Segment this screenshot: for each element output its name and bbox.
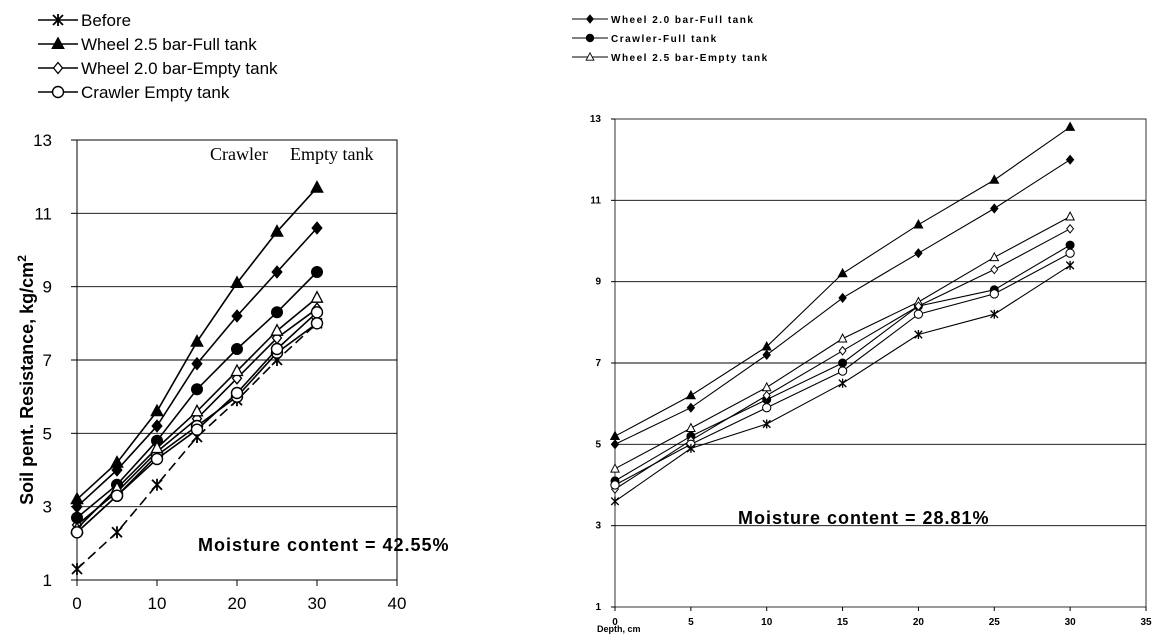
right-legend-label-crawler-full-tank: Crawler-Full tank (611, 34, 718, 45)
right-y-tick-1: 1 (595, 602, 601, 613)
left-legend-marker-wheel-2-0-bar-empty-tank (52, 61, 64, 75)
left-overlay-label-empty-tank: Empty tank (290, 144, 374, 164)
right-legend-item-wheel-2-0-bar-full-tank: Wheel 2.0 bar-Full tank (572, 14, 754, 26)
right-legend-marker-crawler-full-tank (585, 33, 595, 43)
right-series (610, 121, 1075, 507)
right-moisture-annotation: Moisture content = 28.81% (738, 508, 990, 528)
right-point-circle-open-5-15 (837, 366, 848, 376)
left-legend: Before Wheel 2.5 bar-Full tank Wheel 2.0 b… (38, 11, 278, 102)
left-point-circle-open-7-5 (110, 489, 124, 502)
right-x-tick-0: 0 (612, 617, 618, 628)
left-point-circle-5-25 (271, 306, 283, 319)
left-y-tick-7: 7 (43, 351, 52, 370)
left-x-tick-40: 40 (388, 594, 407, 613)
right-legend-marker-wheel-2-0-bar-full-tank (586, 14, 594, 24)
left-point-circle-open-7-10 (150, 452, 164, 466)
left-legend-marker-wheel-2-5-bar-full-tank (51, 37, 65, 49)
left-x-tick-10: 10 (148, 594, 167, 613)
left-legend-marker-crawler-empty-tank (51, 85, 65, 99)
right-x-axis-label: Depth, cm (597, 624, 641, 634)
left-x-tick-30: 30 (308, 594, 327, 613)
left-y-tick-5: 5 (43, 424, 52, 443)
right-point-circle-open-5-30 (1065, 248, 1075, 258)
left-legend-label-wheel-2-5-bar-full-tank: Wheel 2.5 bar-Full tank (81, 35, 257, 54)
right-legend-item-wheel-2-5-bar-empty-tank: Wheel 2.5 bar-Empty tank (572, 52, 769, 64)
right-x-tick-25: 25 (989, 617, 1001, 628)
right-legend-item-crawler-full-tank: Crawler-Full tank (572, 33, 718, 45)
left-y-axis-label: Soil pent. Resistance, kg/cm2 (15, 255, 37, 505)
left-point-circle-open-7-20 (230, 386, 244, 400)
right-x-tick-15: 15 (837, 617, 849, 628)
left-x-tick-20: 20 (228, 594, 247, 613)
right-y-tick-11: 11 (590, 195, 601, 206)
left-legend-label-wheel-2-0-bar-empty-tank: Wheel 2.0 bar-Empty tank (81, 59, 278, 78)
right-point-circle-open-5-20 (913, 309, 924, 319)
left-legend-item-crawler-empty-tank: Crawler Empty tank (38, 83, 230, 102)
left-y-tick-13: 13 (33, 131, 52, 150)
right-legend: Wheel 2.0 bar-Full tank Crawler-Full tank… (572, 14, 769, 64)
right-point-circle-open-5-10 (762, 403, 772, 413)
right-y-tick-9: 9 (595, 277, 601, 288)
left-point-circle-open-7-25 (270, 342, 284, 356)
left-legend-label-crawler-empty-tank: Crawler Empty tank (81, 83, 230, 102)
right-y-tick-7: 7 (595, 358, 601, 369)
right-x-tick-30: 30 (1065, 617, 1077, 628)
left-moisture-annotation: Moisture content = 42.55% (198, 535, 450, 555)
left-series (70, 180, 324, 576)
right-y-tick-3: 3 (595, 521, 601, 532)
right-point-crawler-full-tank-30 (1065, 240, 1075, 250)
left-point-circle-open-7-30 (310, 306, 324, 319)
left-x-tick-0: 0 (72, 594, 81, 613)
left-y-tick-11: 11 (34, 204, 52, 223)
left-y-tick-1: 1 (43, 571, 52, 590)
left-point-circle-5-20 (231, 343, 243, 355)
left-legend-item-before: Before (38, 11, 131, 30)
left-point-circle-5-30 (311, 266, 323, 278)
right-x-tick-10: 10 (761, 617, 773, 628)
left-legend-item-wheel-2-0-bar-empty-tank: Wheel 2.0 bar-Empty tank (38, 59, 278, 78)
left-point-circle-open-7-15 (190, 423, 204, 436)
right-x-tick-35: 35 (1140, 617, 1152, 628)
right-y-tick-5: 5 (595, 439, 601, 450)
left-y-tick-9: 9 (43, 278, 52, 297)
right-point-circle-open-5-0 (610, 480, 620, 490)
right-x-tick-5: 5 (688, 617, 694, 628)
left-overlay-label-bg (205, 147, 380, 169)
right-point-crawler-full-tank-15 (838, 358, 848, 368)
right-x-tick-20: 20 (913, 617, 925, 628)
left-overlay-label-crawler: Crawler (210, 144, 268, 164)
right-legend-label-wheel-2-0-bar-full-tank: Wheel 2.0 bar-Full tank (611, 15, 754, 26)
left-legend-label-before: Before (81, 11, 131, 30)
left-point-crawler-empty-tank-30 (310, 317, 324, 330)
left-gridlines (77, 212, 397, 508)
left-legend-item-wheel-2-5-bar-full-tank: Wheel 2.5 bar-Full tank (38, 35, 257, 54)
right-point-circle-open-5-25 (989, 289, 999, 299)
right-legend-label-wheel-2-5-bar-empty-tank: Wheel 2.5 bar-Empty tank (611, 53, 769, 64)
left-y-tick-3: 3 (43, 498, 52, 517)
right-y-tick-13: 13 (590, 114, 602, 125)
left-point-circle-open-7-0 (70, 526, 84, 539)
left-point-circle-5-15 (191, 383, 203, 396)
